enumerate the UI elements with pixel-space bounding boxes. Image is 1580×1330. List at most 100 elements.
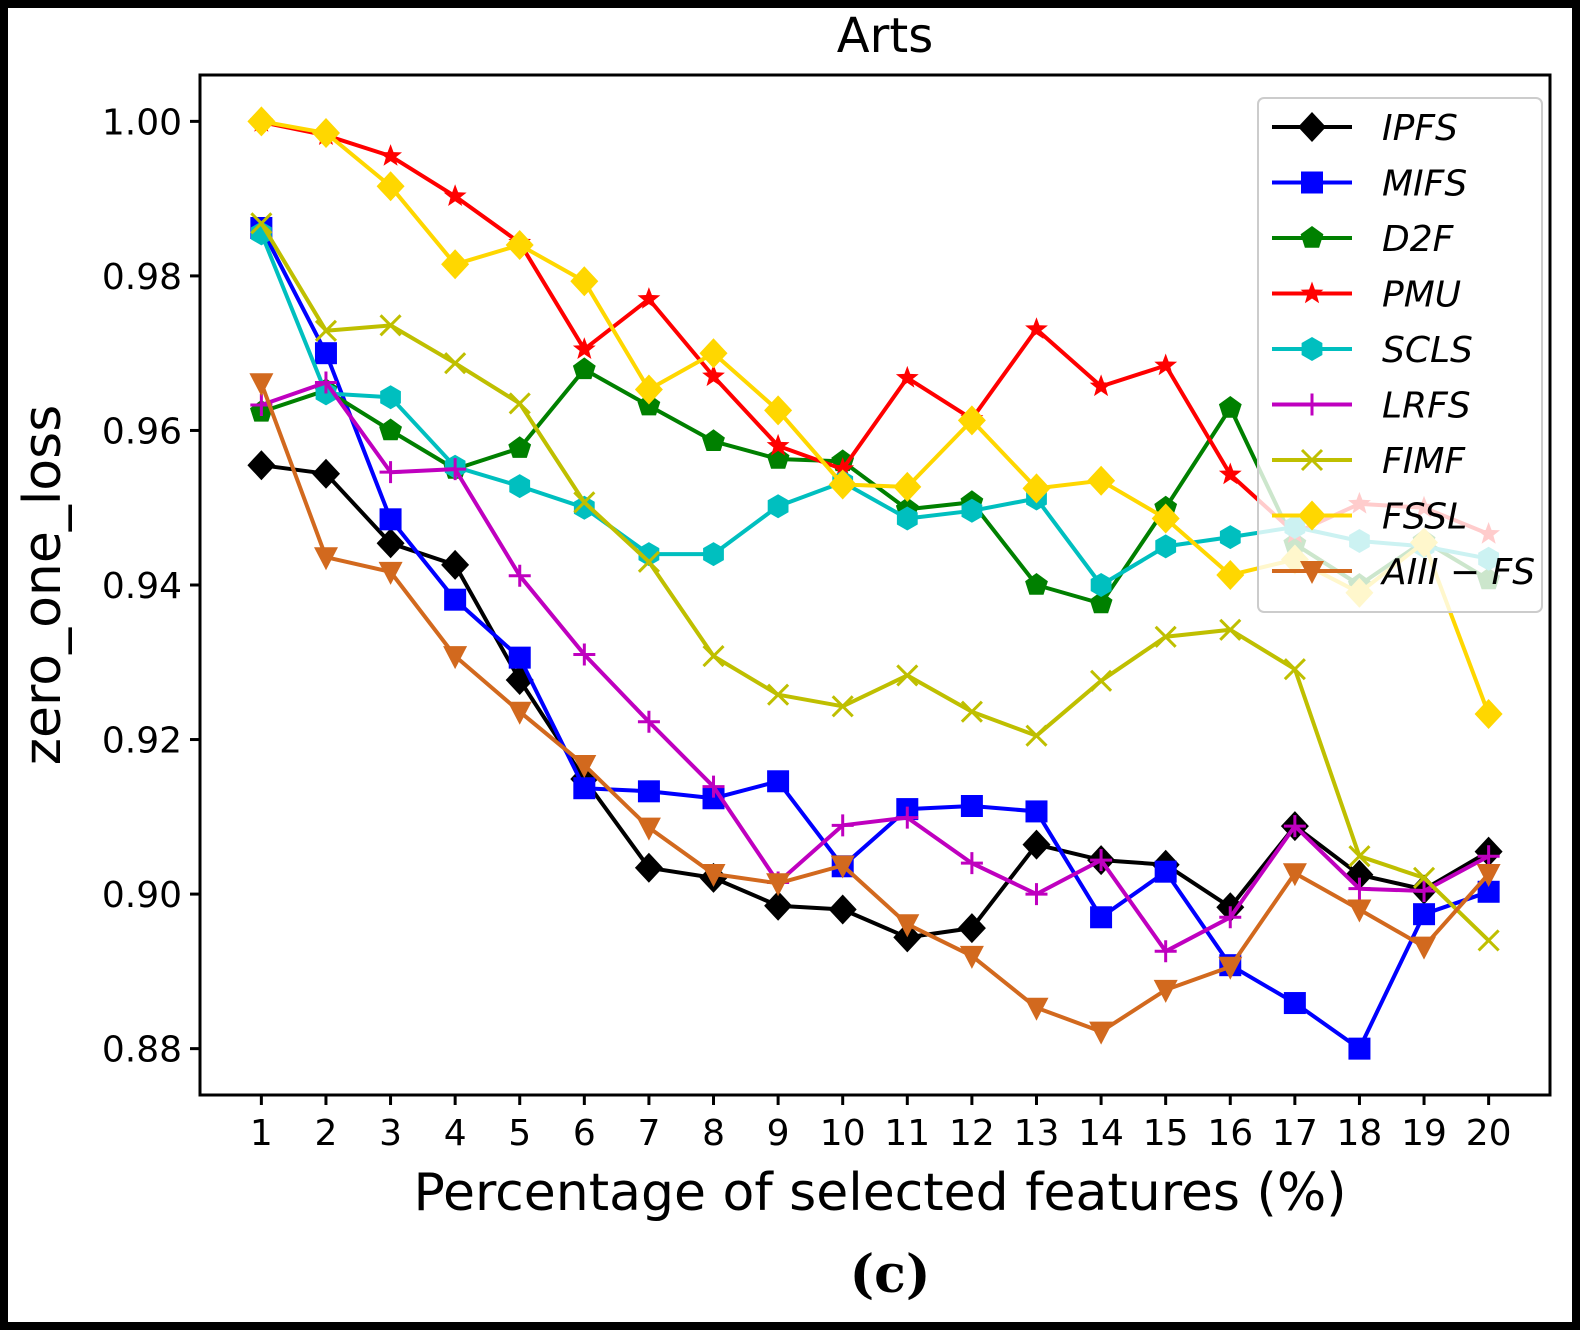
data-point-aiii-fs <box>249 373 274 397</box>
legend-label: SCLS <box>1382 330 1473 371</box>
legend-item-fimf: FIMF <box>1272 441 1466 482</box>
data-point-pmu <box>1089 374 1113 397</box>
data-point-pmu <box>1154 353 1178 376</box>
data-point-lrfs <box>379 461 402 484</box>
y-tick-label: 0.92 <box>102 721 182 762</box>
legend-item-lrfs: LRFS <box>1272 386 1471 427</box>
data-point-pmu <box>1025 317 1048 339</box>
data-point-fssl <box>570 266 599 297</box>
data-point-mifs <box>1348 1037 1371 1060</box>
data-point-ipfs <box>312 458 340 489</box>
data-point-fimf <box>1477 929 1500 952</box>
data-point-lrfs <box>1154 940 1177 963</box>
legend-marker-aiii-fs <box>1300 561 1324 584</box>
data-point-aiii-fs <box>895 914 920 938</box>
data-point-aiii-fs <box>1089 1021 1114 1045</box>
data-point-aiii-fs <box>1218 956 1243 980</box>
legend-item-d2f: D2F <box>1272 219 1455 260</box>
data-point-mifs <box>1283 992 1306 1015</box>
x-tick-label: 18 <box>1337 1113 1383 1154</box>
data-point-fimf <box>1412 866 1436 889</box>
y-tick-label: 0.90 <box>102 875 182 916</box>
x-tick-label: 6 <box>573 1113 596 1154</box>
figure-caption: (c) <box>850 1244 931 1305</box>
data-point-scls <box>961 498 983 523</box>
legend-items: IPFS MIFS D2F PMU SCLS LRFS FIMF FSSL AIII − FS <box>1272 108 1535 593</box>
data-point-d2f <box>1025 573 1048 595</box>
data-point-lrfs <box>1413 880 1436 902</box>
data-point-ipfs <box>957 913 986 944</box>
series-lrfs <box>250 371 1500 963</box>
data-point-pmu <box>831 457 855 479</box>
data-point-d2f <box>1089 591 1113 614</box>
data-point-mifs <box>1154 860 1177 883</box>
data-point-pmu <box>379 144 402 166</box>
data-point-aiii-fs <box>1282 863 1307 887</box>
data-point-pmu <box>702 364 725 387</box>
data-point-pmu <box>443 184 467 206</box>
data-point-d2f <box>702 429 725 451</box>
series-line-fimf <box>259 222 1490 942</box>
legend-label: MIFS <box>1382 164 1467 205</box>
series-fimf <box>250 212 1500 952</box>
y-tick-label: 0.98 <box>102 257 182 298</box>
data-point-ipfs <box>828 894 857 925</box>
data-point-aiii-fs <box>1153 979 1178 1003</box>
y-tick-label: 1.00 <box>102 102 182 143</box>
legend-item-mifs: MIFS <box>1272 164 1467 205</box>
data-point-lrfs <box>637 710 660 733</box>
data-point-mifs <box>1025 800 1048 823</box>
x-tick-label: 7 <box>637 1113 660 1154</box>
data-point-d2f <box>508 436 532 458</box>
data-point-pmu <box>766 433 790 456</box>
x-tick-label: 19 <box>1401 1113 1447 1154</box>
data-point-scls <box>767 494 789 519</box>
data-point-fssl <box>247 106 276 137</box>
data-point-aiii-fs <box>1412 936 1436 960</box>
legend-marker-fimf <box>1300 448 1324 472</box>
data-point-fssl <box>376 171 405 202</box>
data-point-fimf <box>1283 658 1306 681</box>
data-point-mifs <box>1477 880 1500 903</box>
data-point-ipfs <box>376 528 405 559</box>
legend-box <box>1257 97 1543 613</box>
data-point-fssl <box>828 469 857 500</box>
legend-item-ipfs: IPFS <box>1272 108 1458 149</box>
data-point-pmu <box>637 287 661 309</box>
data-point-fssl <box>1022 473 1051 504</box>
data-point-pmu <box>895 365 919 388</box>
data-point-fssl <box>312 118 340 148</box>
data-point-fimf <box>444 352 467 375</box>
data-point-d2f <box>637 393 661 416</box>
data-point-lrfs <box>1477 845 1500 868</box>
data-point-lrfs <box>1090 849 1113 872</box>
data-point-fimf <box>314 319 338 342</box>
data-point-lrfs <box>314 371 337 394</box>
series-aiii-fs <box>249 373 1501 1045</box>
legend: IPFS MIFS D2F PMU SCLS LRFS FIMF FSSL AIII − FS <box>1257 97 1543 613</box>
x-tick-label: 15 <box>1143 1113 1189 1154</box>
data-point-fimf <box>637 550 660 573</box>
data-point-fimf <box>1348 845 1371 868</box>
x-tick-label: 5 <box>508 1113 531 1154</box>
data-point-aiii-fs <box>1024 997 1049 1021</box>
data-point-aiii-fs <box>766 873 791 897</box>
data-point-fssl <box>634 374 663 405</box>
data-point-fimf <box>1219 618 1242 641</box>
data-point-scls <box>638 542 660 567</box>
data-point-lrfs <box>702 775 725 798</box>
data-point-fssl <box>505 230 534 260</box>
data-point-pmu <box>1218 462 1242 485</box>
data-point-scls <box>1155 534 1177 559</box>
data-point-ipfs <box>893 922 922 953</box>
data-point-fssl <box>1151 503 1180 534</box>
x-tick-label: 10 <box>820 1113 866 1154</box>
data-point-fssl <box>893 471 922 502</box>
data-point-ipfs <box>441 549 470 580</box>
legend-label: PMU <box>1382 275 1461 316</box>
data-point-fssl <box>957 405 986 436</box>
data-point-d2f <box>572 357 596 380</box>
series-line-aiii-fs <box>259 382 1491 1034</box>
data-point-ipfs <box>247 450 276 481</box>
